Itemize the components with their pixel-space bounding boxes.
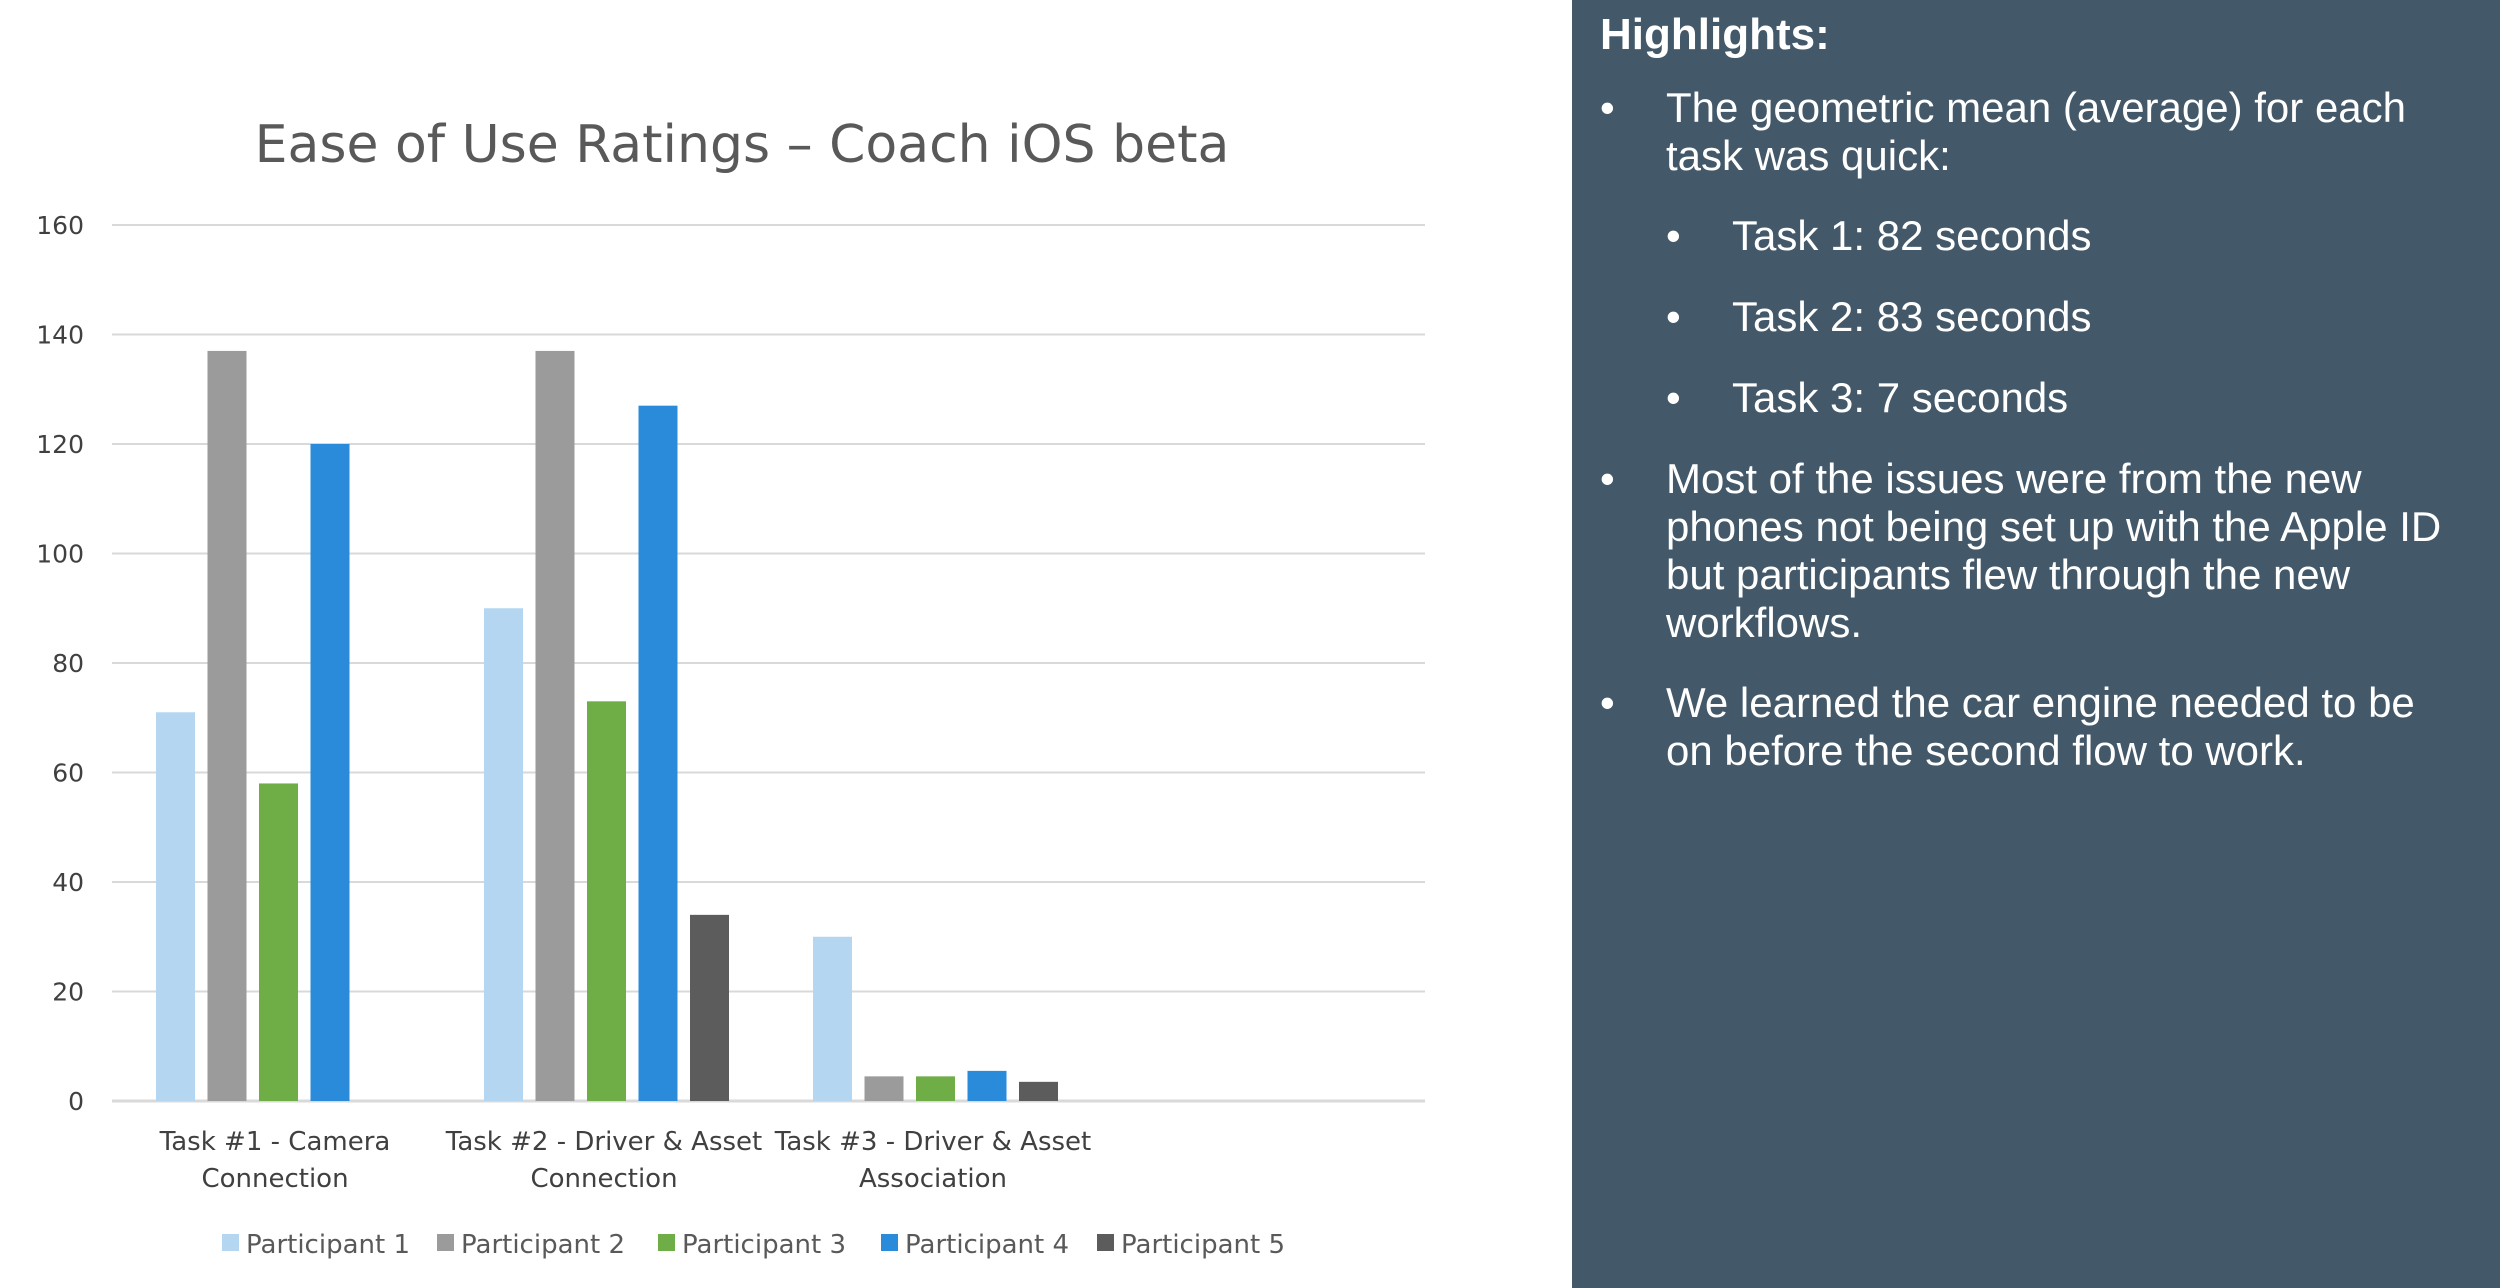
y-tick-label: 100 [36, 540, 84, 569]
legend-label: Participant 5 [1121, 1230, 1285, 1260]
bar [864, 1076, 904, 1101]
chart-title: Ease of Use Ratings – Coach iOS beta [255, 115, 1230, 175]
task-time-item: Task 2: 83 seconds [1666, 293, 2460, 341]
highlight-text: The geometric mean (average) for each ta… [1666, 84, 2407, 179]
highlight-bullet-geometric-mean: The geometric mean (average) for each ta… [1600, 84, 2460, 422]
y-tick-label: 80 [52, 649, 84, 678]
highlight-text: Most of the issues were from the new pho… [1666, 455, 2442, 646]
legend-swatch [881, 1234, 898, 1251]
highlight-bullet-issues: Most of the issues were from the new pho… [1600, 455, 2460, 647]
x-category-label: Task #3 - Driver & Asset [774, 1127, 1092, 1157]
task-time-item: Task 3: 7 seconds [1666, 374, 2460, 422]
chart-area: Ease of Use Ratings – Coach iOS beta 0 20… [36, 115, 1425, 1260]
bar [916, 1076, 955, 1101]
y-tick-label: 0 [68, 1087, 84, 1116]
x-category-label: Association [859, 1164, 1007, 1194]
highlight-bullet-engine: We learned the car engine needed to be o… [1600, 679, 2460, 775]
bar [207, 350, 247, 1101]
highlights-panel: Highlights: The geometric mean (average)… [1572, 0, 2500, 1288]
bar [484, 608, 523, 1101]
legend-label: Participant 4 [905, 1230, 1069, 1260]
x-category-label: Connection [530, 1164, 677, 1194]
legend-swatch [1097, 1234, 1114, 1251]
bars [156, 350, 1058, 1101]
bar [259, 783, 298, 1101]
highlights-heading: Highlights: [1600, 10, 1830, 59]
x-axis-category-labels: Task #1 - Camera Connection Task #2 - Driv… [159, 1127, 1092, 1194]
bar [813, 936, 852, 1101]
legend-swatch [222, 1234, 239, 1251]
bar [535, 350, 575, 1101]
bar [1019, 1081, 1058, 1101]
highlight-text: We learned the car engine needed to be o… [1666, 679, 2415, 774]
gridlines [112, 224, 1425, 1103]
bar-chart: Ease of Use Ratings – Coach iOS beta 0 20… [36, 115, 1425, 1260]
legend-label: Participant 1 [246, 1230, 410, 1260]
y-tick-label: 160 [36, 211, 84, 240]
bar [310, 444, 350, 1101]
task-time-item: Task 1: 82 seconds [1666, 212, 2460, 260]
y-tick-label: 20 [52, 978, 84, 1007]
y-tick-label: 40 [52, 868, 84, 897]
x-category-label: Task #2 - Driver & Asset [445, 1127, 763, 1157]
legend: Participant 1 Participant 2 Participant 3 P… [222, 1230, 1285, 1260]
y-tick-label: 140 [36, 321, 84, 350]
bar [638, 405, 678, 1101]
legend-swatch [437, 1234, 454, 1251]
y-axis-tick-labels: 0 20 40 60 80 100 120 140 160 [36, 211, 84, 1116]
bar [967, 1070, 1007, 1101]
highlights-list: The geometric mean (average) for each ta… [1600, 84, 2460, 775]
legend-swatch [658, 1234, 675, 1251]
bar [156, 712, 195, 1101]
x-category-label: Task #1 - Camera [159, 1127, 391, 1157]
task-times-list: Task 1: 82 seconds Task 2: 83 seconds Ta… [1666, 212, 2460, 422]
y-tick-label: 120 [36, 430, 84, 459]
legend-label: Participant 3 [682, 1230, 846, 1260]
x-category-label: Connection [201, 1164, 348, 1194]
bar [587, 701, 626, 1101]
legend-label: Participant 2 [461, 1230, 625, 1260]
bar [690, 914, 729, 1101]
y-tick-label: 60 [52, 759, 84, 788]
